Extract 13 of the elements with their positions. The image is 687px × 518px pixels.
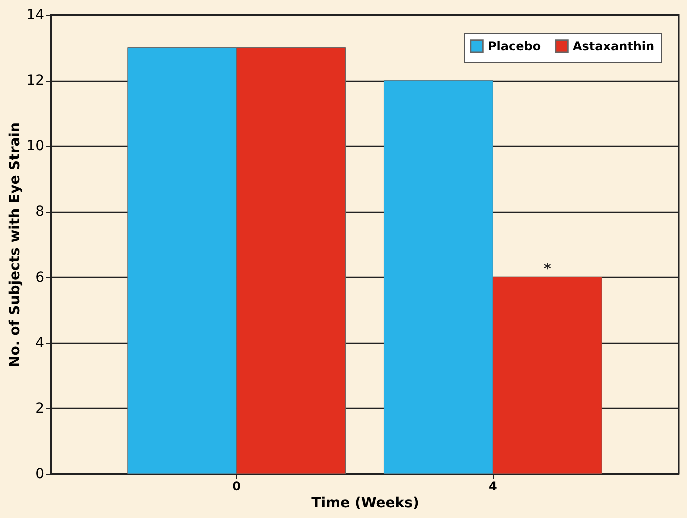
y-tick-label: 12 xyxy=(26,73,44,90)
y-tick-label: 0 xyxy=(36,466,44,482)
y-tick-label: 2 xyxy=(36,400,44,417)
legend-label: Placebo xyxy=(488,39,542,54)
y-tick-label: 4 xyxy=(36,335,45,352)
y-tick-label: 10 xyxy=(26,138,44,155)
annotation: * xyxy=(544,261,552,278)
y-axis-title: No. of Subjects with Eye Strain xyxy=(8,122,24,368)
y-tick-label: 6 xyxy=(36,270,45,286)
y-tick-label: 14 xyxy=(26,8,45,24)
x-axis-title: Time (Weeks) xyxy=(312,496,420,512)
legend-label: Astaxanthin xyxy=(573,39,655,54)
y-tick-label: 8 xyxy=(36,204,44,220)
